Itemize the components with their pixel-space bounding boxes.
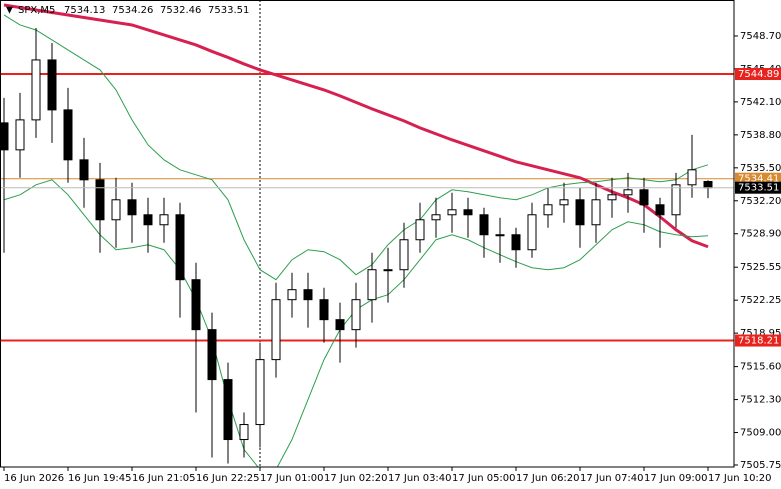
candle-body bbox=[175, 214, 185, 281]
candle-body bbox=[655, 204, 665, 216]
candle-body bbox=[607, 194, 617, 201]
arrow-icon: ▼ bbox=[6, 6, 13, 16]
x-tick-label: 17 Jun 01:00 bbox=[260, 473, 324, 484]
plot-area bbox=[0, 0, 734, 467]
x-tick-label: 16 Jun 2026 bbox=[4, 473, 64, 484]
candle-body bbox=[0, 122, 9, 151]
symbol: SPX,M5 bbox=[18, 5, 55, 16]
candle-body bbox=[623, 189, 633, 196]
level-label-bg bbox=[735, 334, 781, 347]
x-tick-label: 17 Jun 09:00 bbox=[644, 473, 708, 484]
candle-body bbox=[687, 169, 697, 186]
x-tick-label: 17 Jun 05:00 bbox=[452, 473, 516, 484]
header-high: 7534.26 bbox=[112, 5, 153, 16]
candle-body bbox=[479, 214, 489, 236]
candle-body bbox=[351, 299, 361, 331]
header-close: 7533.51 bbox=[208, 5, 249, 16]
candle-body bbox=[287, 289, 297, 301]
candle-body bbox=[367, 269, 377, 301]
y-tick-label: 7538.80 bbox=[740, 130, 781, 141]
candle-body bbox=[31, 59, 41, 121]
candle-body bbox=[527, 214, 537, 251]
y-tick-label: 7535.50 bbox=[740, 163, 781, 174]
level-label-bg bbox=[735, 68, 781, 81]
candle-body bbox=[63, 109, 73, 161]
candle-body bbox=[431, 214, 441, 221]
candle-body bbox=[319, 299, 329, 321]
x-tick-label: 17 Jun 03:40 bbox=[388, 473, 452, 484]
candle-body bbox=[111, 199, 121, 221]
candle-body bbox=[159, 214, 169, 226]
y-tick-label: 7532.20 bbox=[740, 196, 781, 207]
candle-body bbox=[511, 234, 521, 251]
candle-body bbox=[575, 199, 585, 226]
header: ▼ SPX,M5 7534.13 7534.26 7532.46 7533.51 bbox=[6, 5, 249, 16]
candle-body bbox=[15, 119, 25, 151]
candle-body bbox=[335, 319, 345, 331]
x-tick-label: 16 Jun 22:25 bbox=[196, 473, 260, 484]
y-tick-label: 7518.95 bbox=[740, 328, 781, 339]
level-label: 7518.21 bbox=[738, 336, 779, 347]
x-tick-label: 16 Jun 21:05 bbox=[132, 473, 196, 484]
header-open: 7534.13 bbox=[64, 5, 105, 16]
band-line bbox=[3, 14, 709, 281]
candle-body bbox=[271, 299, 281, 361]
price-label: 7533.51 bbox=[738, 183, 779, 194]
candle-body bbox=[47, 59, 57, 111]
y-tick-label: 7525.55 bbox=[740, 262, 781, 273]
y-tick-label: 7522.25 bbox=[740, 295, 781, 306]
candle-body bbox=[543, 204, 553, 216]
y-tick-label: 7509.00 bbox=[740, 428, 781, 439]
y-tick-label: 7515.60 bbox=[740, 362, 781, 373]
x-tick-label: 17 Jun 10:20 bbox=[708, 473, 772, 484]
level-label: 7544.89 bbox=[738, 69, 779, 80]
candle-body bbox=[303, 289, 313, 301]
candle-body bbox=[671, 184, 681, 216]
candle-body bbox=[559, 199, 569, 206]
candle-body bbox=[495, 234, 505, 237]
price-label-bg bbox=[735, 181, 781, 194]
candle-body bbox=[239, 424, 249, 441]
candle-body bbox=[399, 239, 409, 271]
candle-body bbox=[127, 199, 137, 216]
x-tick-label: 17 Jun 06:20 bbox=[516, 473, 580, 484]
level-label: 7534.41 bbox=[738, 174, 779, 185]
candle-body bbox=[223, 379, 233, 441]
header-low: 7532.46 bbox=[160, 5, 201, 16]
y-tick-label: 7548.70 bbox=[740, 31, 781, 42]
candle-body bbox=[415, 219, 425, 241]
candle-body bbox=[463, 209, 473, 216]
x-tick-label: 16 Jun 19:45 bbox=[68, 473, 132, 484]
candle-body bbox=[207, 329, 217, 381]
frame bbox=[0, 0, 735, 468]
candle-body bbox=[383, 269, 393, 272]
candle-body bbox=[143, 214, 153, 226]
x-tick-label: 17 Jun 02:20 bbox=[324, 473, 388, 484]
candle-body bbox=[191, 279, 201, 331]
y-tick-label: 7542.10 bbox=[740, 97, 781, 108]
y-tick-label: 7512.30 bbox=[740, 395, 781, 406]
candle-body bbox=[447, 209, 457, 216]
candle-body bbox=[639, 189, 649, 206]
candle-body bbox=[591, 199, 601, 226]
x-tick-label: 17 Jun 07:40 bbox=[580, 473, 644, 484]
candle-body bbox=[703, 181, 713, 189]
y-tick-label: 7528.90 bbox=[740, 229, 781, 240]
candle-body bbox=[255, 359, 265, 426]
y-tick-label: 7505.75 bbox=[740, 460, 781, 471]
candle-body bbox=[95, 179, 105, 221]
axes: 7548.707545.407542.107538.807535.507532.… bbox=[3, 31, 781, 484]
candle-body bbox=[79, 159, 89, 181]
